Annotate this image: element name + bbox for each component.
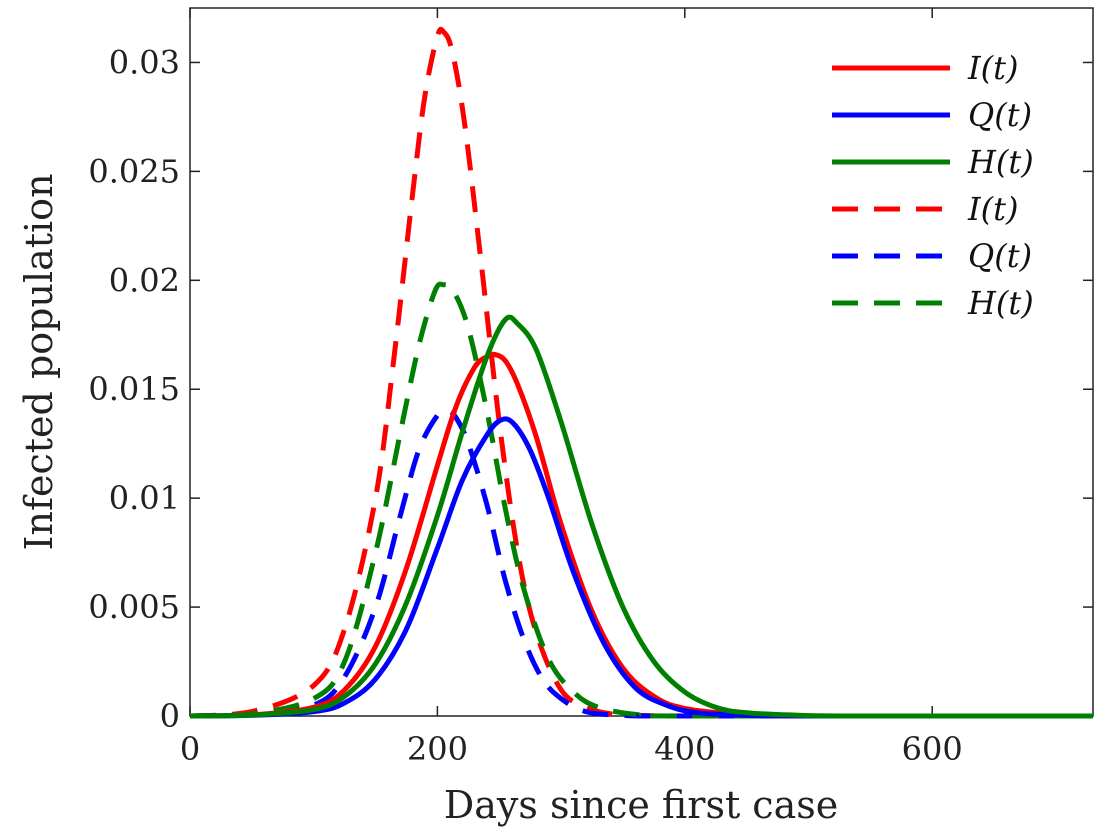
- y-tick-label: 0.025: [88, 152, 180, 190]
- series-line-it-solid: [189, 351, 1093, 719]
- x-tick-label: 0: [180, 730, 200, 768]
- series-line-ht-dashed: [189, 281, 1093, 719]
- legend-label: Q(t): [968, 96, 1032, 134]
- y-tick-label: 0.005: [88, 588, 180, 626]
- legend-label: I(t): [967, 190, 1018, 228]
- y-tick-label: 0.015: [88, 370, 180, 408]
- y-axis-title: Infected population: [17, 173, 61, 550]
- x-axis-title: Days since first case: [444, 783, 838, 827]
- y-axis: 0 0.005 0.01 0.015 0.02 0.025 0.03: [88, 43, 1093, 735]
- series-line-ht-solid: [189, 314, 1093, 719]
- x-tick-label: 400: [654, 730, 715, 768]
- legend-label: I(t): [967, 49, 1018, 87]
- legend-label: H(t): [967, 284, 1034, 322]
- series-layer: [189, 26, 1093, 719]
- y-tick-label: 0: [160, 697, 180, 735]
- x-axis: 0 200 400 600: [180, 8, 963, 768]
- x-tick-label: 600: [902, 730, 963, 768]
- series-line-it-dashed: [189, 26, 1093, 719]
- legend-label: Q(t): [968, 237, 1032, 275]
- plot-area-frame: [189, 7, 1094, 717]
- legend-label: H(t): [967, 143, 1034, 181]
- y-tick-label: 0.01: [109, 479, 180, 517]
- y-tick-label: 0.03: [109, 43, 180, 81]
- x-tick-label: 200: [407, 730, 468, 768]
- legend: I(t) Q(t) H(t) I(t) Q(t) H(t): [832, 49, 1034, 322]
- y-tick-label: 0.02: [109, 261, 180, 299]
